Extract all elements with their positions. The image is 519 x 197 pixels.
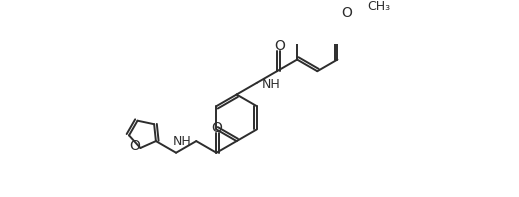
Text: O: O	[274, 39, 285, 53]
Text: O: O	[211, 121, 222, 135]
Text: O: O	[342, 6, 352, 20]
Text: O: O	[130, 139, 141, 153]
Text: CH₃: CH₃	[367, 0, 390, 13]
Text: NH: NH	[173, 135, 192, 148]
Text: NH: NH	[262, 78, 280, 91]
